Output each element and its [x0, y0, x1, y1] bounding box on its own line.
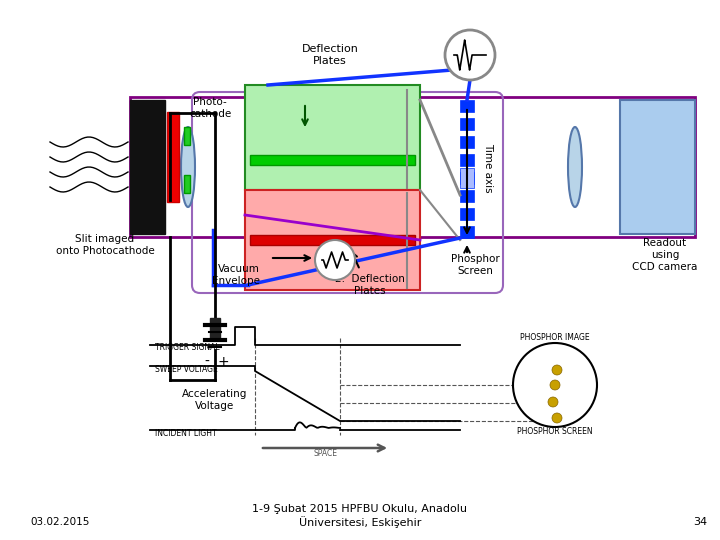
Text: 1-9 Şubat 2015 HPFBU Okulu, Anadolu
Üniversitesi, Eskişehir: 1-9 Şubat 2015 HPFBU Okulu, Anadolu Üniv… — [253, 504, 467, 528]
Circle shape — [550, 380, 560, 390]
Text: -: - — [204, 355, 210, 369]
Bar — [130, 97, 695, 237]
Bar — [250, 235, 415, 245]
Text: Deflection
Plates: Deflection Plates — [302, 44, 359, 66]
Text: Slit imaged
onto Photocathode: Slit imaged onto Photocathode — [55, 234, 154, 256]
Circle shape — [315, 240, 355, 280]
Text: Vacuum
Envelope: Vacuum Envelope — [212, 264, 260, 286]
Text: Readout
using
CCD camera: Readout using CCD camera — [632, 238, 698, 272]
Bar — [460, 172, 474, 184]
Text: INCIDENT LIGHT: INCIDENT LIGHT — [155, 429, 217, 437]
Bar — [184, 175, 190, 193]
Text: Photo-
cathode: Photo- cathode — [189, 97, 231, 119]
Bar — [460, 154, 474, 166]
Text: Phosphor
Screen: Phosphor Screen — [451, 254, 500, 276]
Bar — [460, 100, 474, 112]
Bar — [245, 85, 420, 190]
Text: 34: 34 — [693, 517, 707, 527]
Text: TRIGGER SIGNAL: TRIGGER SIGNAL — [155, 343, 220, 353]
Ellipse shape — [181, 127, 195, 207]
Bar — [460, 136, 474, 148]
Bar — [460, 226, 474, 238]
Circle shape — [548, 397, 558, 407]
Circle shape — [552, 365, 562, 375]
Bar — [130, 100, 165, 234]
Text: +: + — [217, 355, 229, 369]
Bar — [460, 168, 474, 188]
Circle shape — [445, 30, 495, 80]
Circle shape — [552, 413, 562, 423]
Bar — [460, 208, 474, 220]
Text: SPACE: SPACE — [313, 449, 337, 457]
Circle shape — [513, 343, 597, 427]
Text: PHOSPHOR SCREEN: PHOSPHOR SCREEN — [517, 428, 593, 436]
Bar — [250, 155, 415, 165]
Ellipse shape — [568, 127, 582, 207]
Bar — [620, 100, 695, 234]
Text: SWEEP VOLTAGE: SWEEP VOLTAGE — [155, 364, 217, 374]
Text: PHOSPHOR IMAGE: PHOSPHOR IMAGE — [520, 334, 590, 342]
Bar — [245, 190, 420, 290]
Bar — [210, 318, 220, 338]
Text: Time axis: Time axis — [483, 143, 493, 193]
Text: 2.  Deflection
Plates: 2. Deflection Plates — [335, 274, 405, 296]
Bar — [167, 112, 179, 202]
Text: 03.02.2015: 03.02.2015 — [30, 517, 89, 527]
Text: Accelerating
Voltage: Accelerating Voltage — [182, 389, 248, 411]
Bar — [184, 127, 190, 145]
Bar — [460, 190, 474, 202]
Bar — [460, 118, 474, 130]
